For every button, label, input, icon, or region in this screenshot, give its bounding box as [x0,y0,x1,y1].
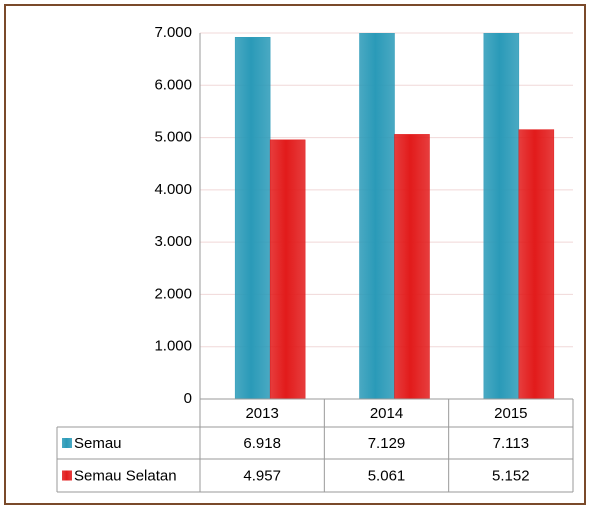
table-value: 4.957 [243,467,281,484]
x-tick-label: 2014 [370,405,403,422]
y-tick-label: 7.000 [154,24,192,41]
x-tick-label: 2015 [494,405,527,422]
legend-swatch [62,470,72,481]
bar [483,33,520,399]
table-value: 6.918 [243,435,281,452]
bar [234,37,271,399]
bar [518,129,555,399]
y-tick-label: 3.000 [154,233,192,250]
legend-label: Semau [74,435,122,452]
bar [394,134,430,399]
x-tick-label: 2013 [245,405,278,422]
table-value: 7.129 [368,435,406,452]
bar [269,139,306,399]
table-value: 7.113 [493,435,529,452]
y-tick-label: 5.000 [154,129,192,146]
labels: 0 1.000 2.000 3.000 4.000 5.000 6.000 7.000 2013… [56,24,574,493]
bar [359,33,395,399]
legend-label: Semau Selatan [74,467,177,484]
y-tick-label: 2.000 [154,285,192,302]
y-tick-label: 0 [184,390,192,407]
y-tick-label: 6.000 [154,76,192,93]
legend-swatch [62,438,72,448]
y-tick-label: 4.000 [154,181,192,198]
y-tick-label: 1.000 [154,338,192,355]
table-value: 5.061 [368,467,406,484]
table-value: 5.152 [492,467,530,484]
bars [234,33,555,399]
